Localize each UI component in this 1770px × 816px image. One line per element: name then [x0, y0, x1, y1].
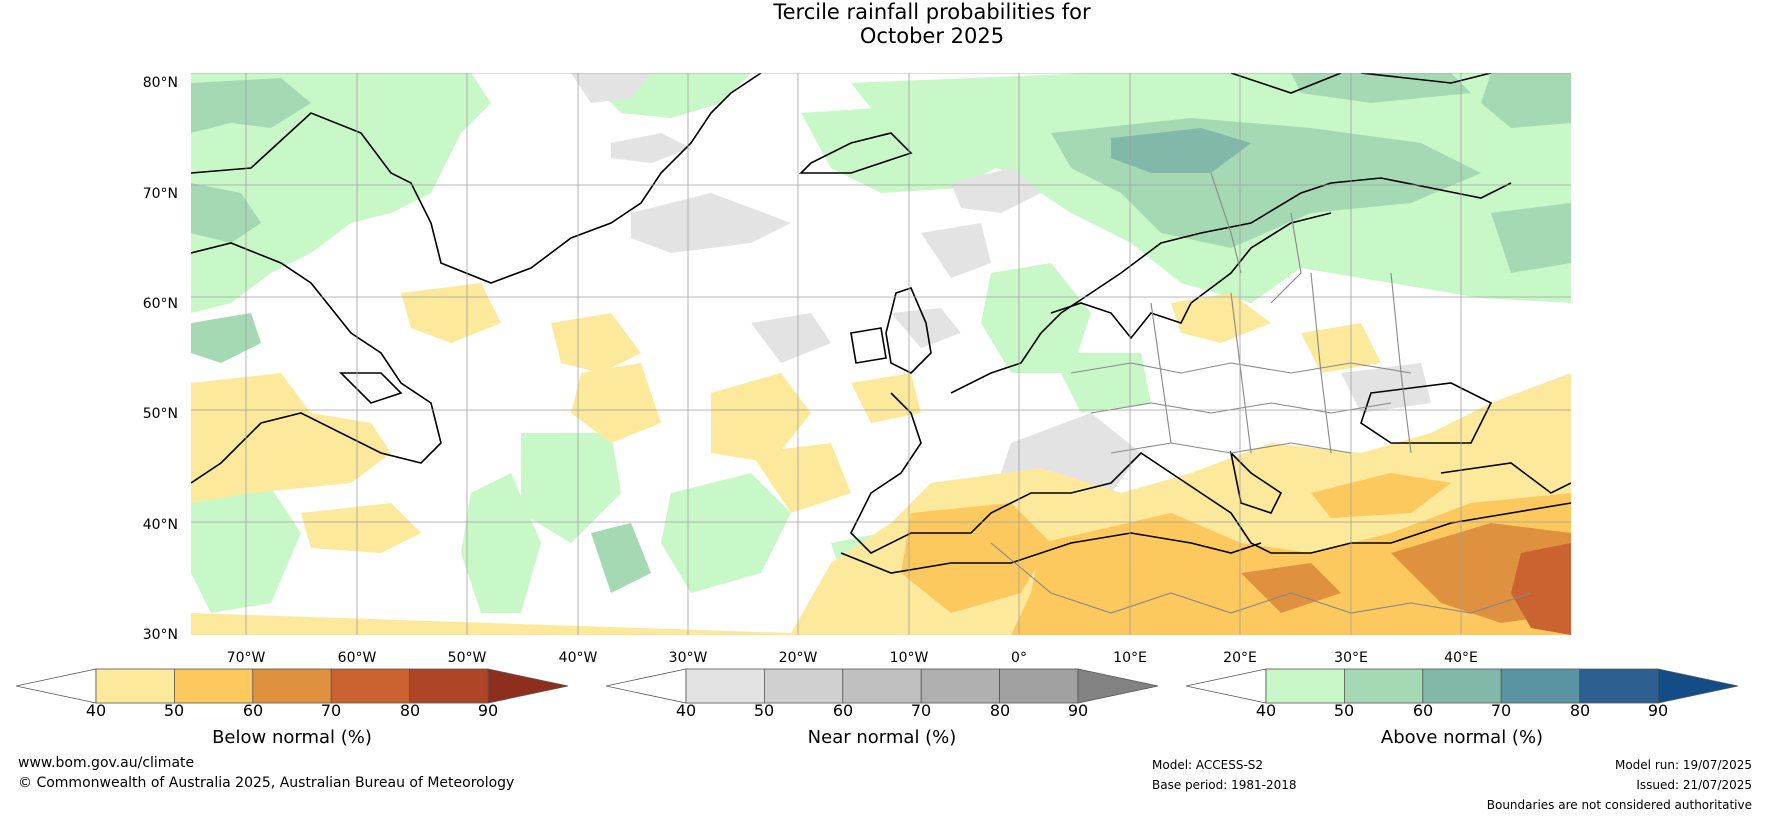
above-normal-areas: [191, 73, 1571, 613]
lon-label-20e: 20°E: [1223, 650, 1257, 666]
colorbar-segment: [842, 668, 922, 704]
cbar1-tick-80: 80: [989, 701, 1011, 720]
lon-label-40w: 40°W: [558, 650, 598, 666]
colorbar-segment: [1500, 668, 1581, 704]
colorbar-segment: [173, 668, 254, 704]
lon-label-40e: 40°E: [1444, 650, 1478, 666]
colorbar-below-normal-swatches: [15, 668, 569, 704]
cbar1-tick-60: 60: [832, 701, 854, 720]
below-normal-areas: [191, 283, 1571, 635]
colorbar-above-normal-swatches: [1185, 668, 1739, 704]
cbar0-tick-40: 40: [85, 701, 107, 720]
website-link[interactable]: www.bom.gov.au/climate: [18, 755, 195, 771]
model-text: Model: ACCESS-S2: [1152, 758, 1264, 772]
colorbar-segment: [1265, 668, 1345, 704]
copyright-text: © Commonwealth of Australia 2025, Austra…: [18, 775, 515, 791]
colorbar-below-normal: [15, 668, 572, 708]
cbar2-tick-70: 70: [1490, 701, 1512, 720]
lon-label-20w: 20°W: [778, 650, 818, 666]
lon-label-70w: 70°W: [226, 650, 266, 666]
map-canvas: [191, 73, 1571, 635]
colorbar-segment: [999, 668, 1079, 704]
colorbar-segment: [409, 668, 489, 704]
colorbar-high-arrow: [1657, 668, 1739, 704]
colorbar-segment: [1343, 668, 1424, 704]
colorbar-above-normal: [1185, 668, 1742, 708]
colorbar-segment: [920, 668, 1001, 704]
model-run-text: Model run: 19/07/2025: [1614, 758, 1752, 772]
cbar2-tick-50: 50: [1333, 701, 1355, 720]
cbar1-tick-40: 40: [675, 701, 697, 720]
colorbar-low-arrow: [15, 668, 97, 704]
lon-label-30e: 30°E: [1334, 650, 1368, 666]
lat-label-50n: 50°N: [142, 406, 178, 422]
probability-map: [191, 73, 1571, 635]
colorbar-segment: [252, 668, 332, 704]
title-line-1: Tercile rainfall probabilities for: [773, 0, 1091, 24]
lat-label-40n: 40°N: [142, 517, 178, 533]
colorbar-segment: [330, 668, 411, 704]
cbar1-tick-50: 50: [753, 701, 775, 720]
cbar0-tick-90: 90: [477, 701, 499, 720]
cbar1-tick-70: 70: [910, 701, 932, 720]
colorbar-near-normal-title: Near normal (%): [807, 727, 957, 748]
disclaimer-text: Boundaries are not considered authoritat…: [1486, 798, 1752, 812]
colorbar-near-normal-swatches: [605, 668, 1159, 704]
issued-text: Issued: 21/07/2025: [1636, 778, 1752, 792]
colorbar-low-arrow: [1185, 668, 1267, 704]
map-title: Tercile rainfall probabilities for Octob…: [0, 0, 1770, 48]
lon-label-10e: 10°E: [1113, 650, 1147, 666]
lon-label-30w: 30°W: [668, 650, 708, 666]
colorbar-near-normal: [605, 668, 1162, 708]
base-period-text: Base period: 1981-2018: [1152, 778, 1297, 792]
cbar0-tick-60: 60: [242, 701, 264, 720]
cbar2-tick-80: 80: [1569, 701, 1591, 720]
lon-label-50w: 50°W: [447, 650, 487, 666]
lat-label-70n: 70°N: [142, 186, 178, 202]
cbar0-tick-50: 50: [163, 701, 185, 720]
graticule: [191, 73, 1571, 635]
colorbar-segment: [763, 668, 844, 704]
colorbar-above-normal-title: Above normal (%): [1380, 727, 1544, 748]
lon-label-0: 0°: [1011, 650, 1027, 666]
colorbar-below-normal-title: Below normal (%): [212, 727, 372, 748]
lat-label-60n: 60°N: [142, 296, 178, 312]
colorbar-high-arrow: [1077, 668, 1159, 704]
cbar2-tick-60: 60: [1412, 701, 1434, 720]
colorbar-high-arrow: [487, 668, 569, 704]
colorbar-segment: [685, 668, 765, 704]
cbar1-tick-90: 90: [1067, 701, 1089, 720]
lon-label-10w: 10°W: [889, 650, 929, 666]
colorbar-low-arrow: [605, 668, 687, 704]
country-borders: [990, 172, 1532, 614]
colorbar-segment: [95, 668, 175, 704]
colorbar-segment: [1422, 668, 1502, 704]
title-line-2: October 2025: [859, 24, 1005, 48]
colorbar-segment: [1579, 668, 1659, 704]
cbar2-tick-40: 40: [1255, 701, 1277, 720]
lon-label-60w: 60°W: [337, 650, 377, 666]
cbar0-tick-70: 70: [320, 701, 342, 720]
lat-label-30n: 30°N: [142, 627, 178, 643]
cbar2-tick-90: 90: [1647, 701, 1669, 720]
lat-label-80n: 80°N: [142, 75, 178, 91]
cbar0-tick-80: 80: [399, 701, 421, 720]
